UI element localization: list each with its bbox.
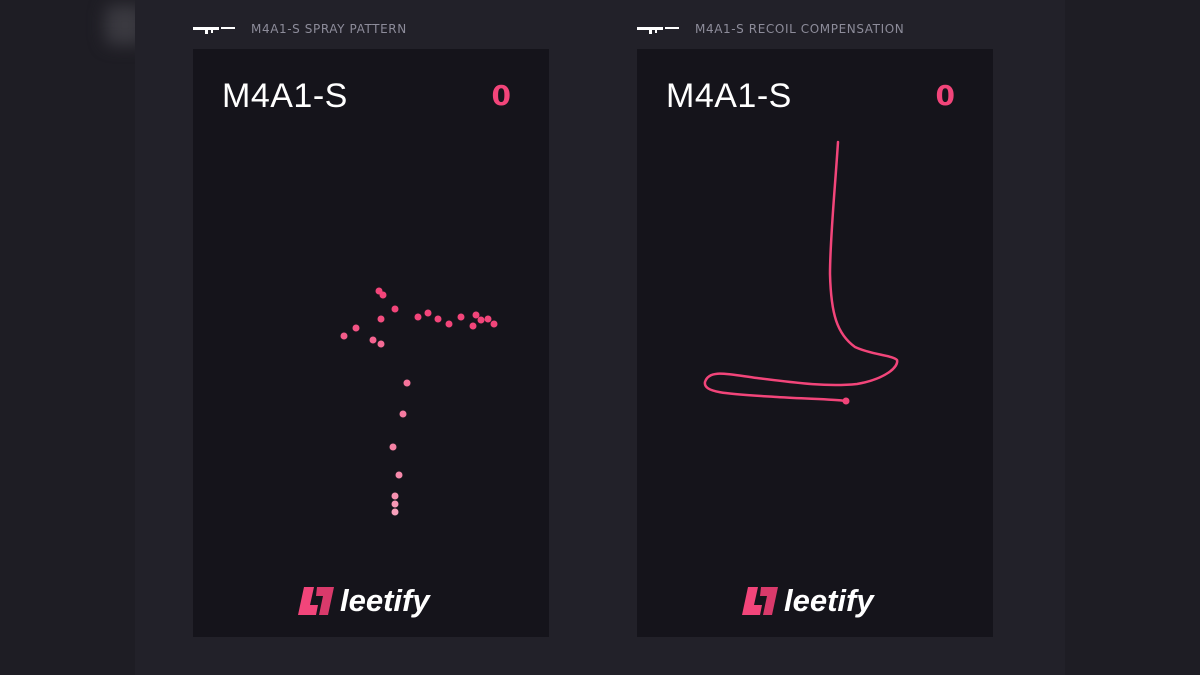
leetify-mark-icon xyxy=(298,587,334,615)
bullet-impact xyxy=(469,322,477,330)
section-title: M4A1-S SPRAY PATTERN xyxy=(251,22,407,36)
bullet-impact xyxy=(434,315,442,323)
recoil-section-header: M4A1-S RECOIL COMPENSATION xyxy=(637,22,904,36)
recoil-path-plot xyxy=(703,140,899,405)
bullet-impact xyxy=(377,340,385,348)
bullet-impact xyxy=(377,315,385,323)
bullet-impact xyxy=(445,320,453,328)
bullet-impact xyxy=(391,500,399,508)
brand-name: leetify xyxy=(784,583,874,618)
bullet-impact xyxy=(369,336,377,344)
bullet-impact xyxy=(403,379,411,387)
bullet-impact xyxy=(457,313,465,321)
bullet-impact xyxy=(472,311,480,319)
leetify-mark-icon xyxy=(742,587,778,615)
spray-pattern-plot xyxy=(340,287,498,516)
weapon-name: M4A1-S xyxy=(666,77,792,115)
score: 0 xyxy=(491,79,511,112)
bullet-impact xyxy=(424,309,432,317)
recoil-end-point xyxy=(842,397,850,405)
recoil-compensation-card: M4A1-S 0 leetify xyxy=(637,49,993,637)
bullet-impact xyxy=(389,443,397,451)
spray-pattern-card: M4A1-S 0 leetify xyxy=(193,49,549,637)
brand-name: leetify xyxy=(340,583,430,618)
weapon-name: M4A1-S xyxy=(222,77,348,115)
background-right xyxy=(1065,0,1200,675)
bullet-impact xyxy=(340,332,348,340)
bullet-impact xyxy=(414,313,422,321)
bullet-impact xyxy=(395,471,403,479)
bullet-impact xyxy=(490,320,498,328)
leetify-logo: leetify xyxy=(298,583,430,619)
score: 0 xyxy=(935,79,955,112)
leetify-logo: leetify xyxy=(742,583,874,619)
section-title: M4A1-S RECOIL COMPENSATION xyxy=(695,22,905,36)
bullet-impact xyxy=(484,315,492,323)
recoil-path xyxy=(703,140,899,403)
background-left xyxy=(0,0,145,675)
spray-section-header: M4A1-S SPRAY PATTERN xyxy=(193,22,407,36)
bullet-impact xyxy=(391,305,399,313)
rifle-icon xyxy=(637,27,679,34)
bullet-impact xyxy=(352,324,360,332)
bullet-impact xyxy=(391,508,399,516)
bullet-impact xyxy=(391,492,399,500)
bullet-impact xyxy=(375,287,383,295)
bullet-impact xyxy=(399,410,407,418)
bullet-impact xyxy=(477,316,485,324)
rifle-icon xyxy=(193,27,235,34)
